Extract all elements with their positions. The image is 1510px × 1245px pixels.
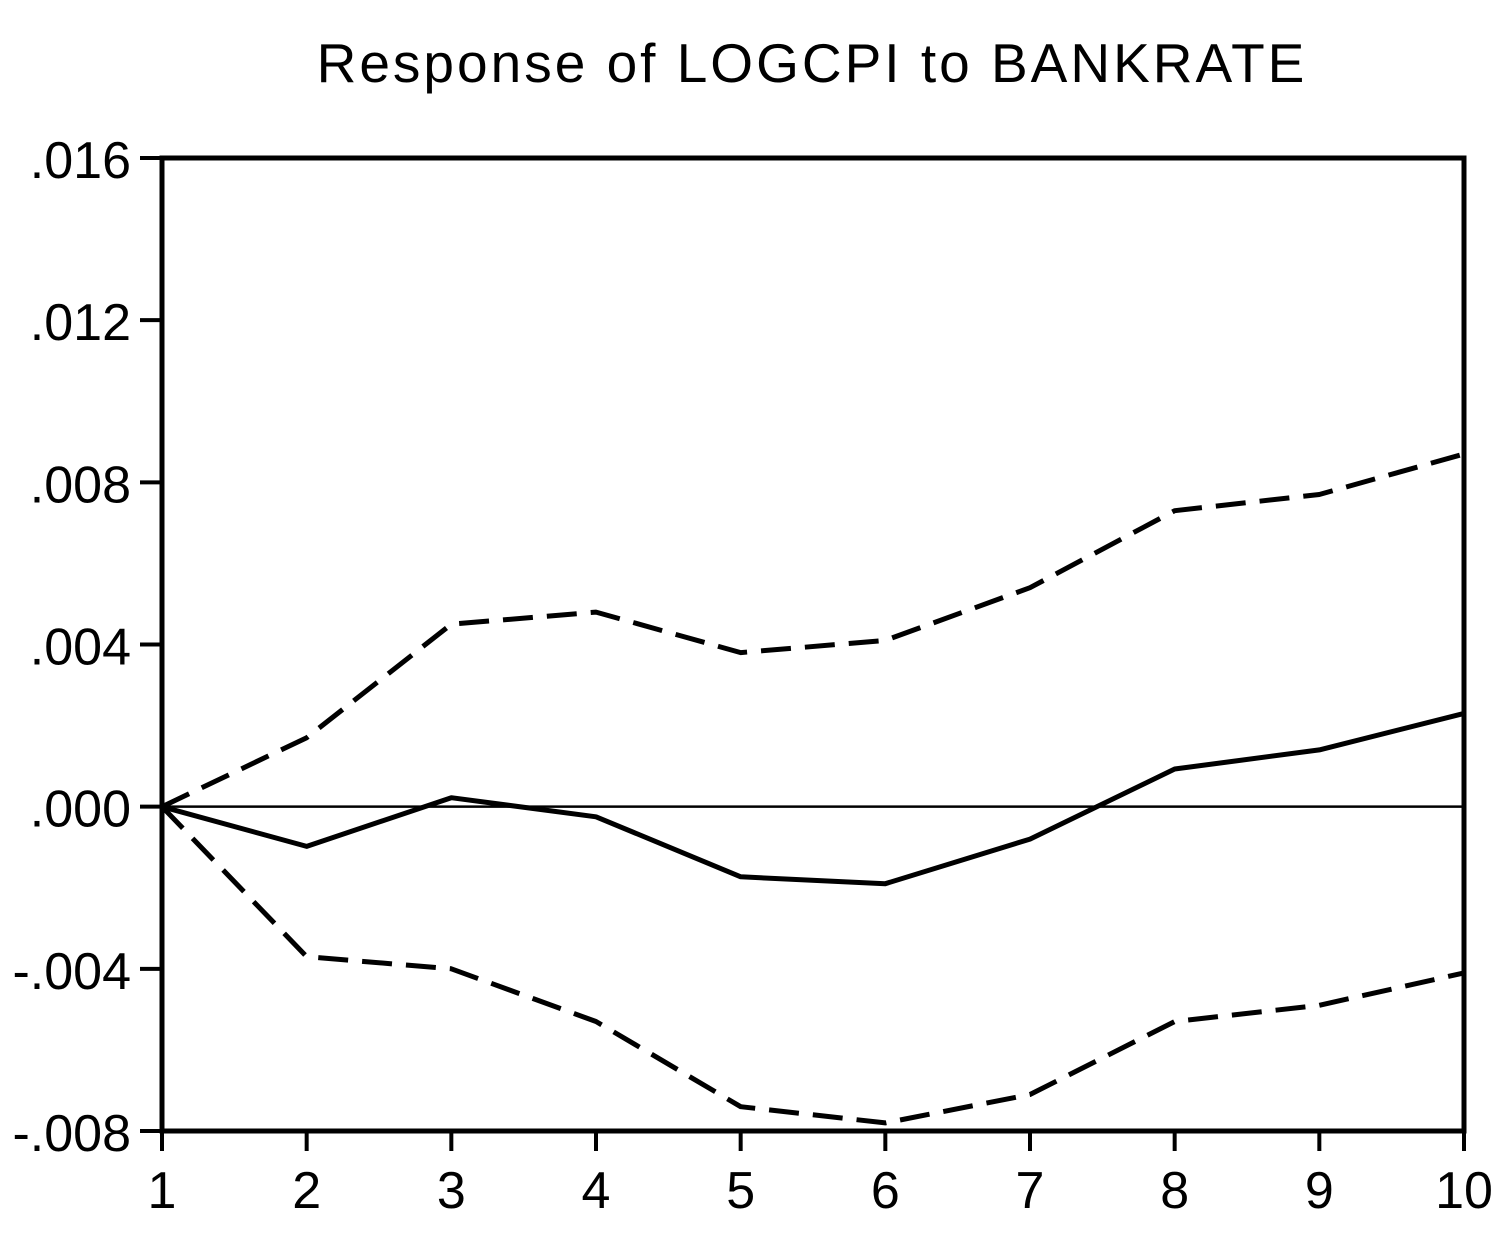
y-tick-label: .000 — [30, 781, 131, 839]
x-axis: 1 2 3 4 5 6 7 8 9 10 — [148, 1131, 1493, 1220]
x-tick-label: 8 — [1160, 1162, 1189, 1220]
y-tick-label: -.008 — [12, 1105, 131, 1163]
y-tick-label: .016 — [30, 132, 131, 190]
y-tick-label: .012 — [30, 294, 131, 352]
response-line — [161, 710, 1465, 887]
x-tick-label: 5 — [726, 1162, 755, 1220]
x-tick-label: 7 — [1016, 1162, 1045, 1220]
y-tick-label: .008 — [30, 456, 131, 514]
y-tick-label: .004 — [30, 619, 131, 677]
confidence-band-line-1 — [160, 451, 1465, 809]
x-tick-label: 3 — [437, 1162, 466, 1220]
y-axis: -.008 -.004 .000 .004 .008 .012 .016 — [12, 132, 162, 1163]
confidence-band-line-2 — [160, 804, 1465, 1126]
chart-title: Response of LOGCPI to BANKRATE — [317, 32, 1308, 94]
x-tick-label: 6 — [871, 1162, 900, 1220]
x-tick-label: 2 — [292, 1162, 321, 1220]
x-tick-label: 4 — [582, 1162, 611, 1220]
x-tick-label: 10 — [1435, 1162, 1493, 1220]
y-tick-label: -.004 — [12, 943, 131, 1001]
plot-area — [159, 155, 1467, 1134]
x-tick-label: 1 — [148, 1162, 177, 1220]
x-tick-label: 9 — [1305, 1162, 1334, 1220]
